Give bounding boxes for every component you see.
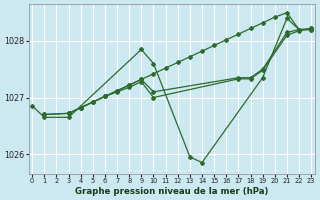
- X-axis label: Graphe pression niveau de la mer (hPa): Graphe pression niveau de la mer (hPa): [75, 187, 268, 196]
